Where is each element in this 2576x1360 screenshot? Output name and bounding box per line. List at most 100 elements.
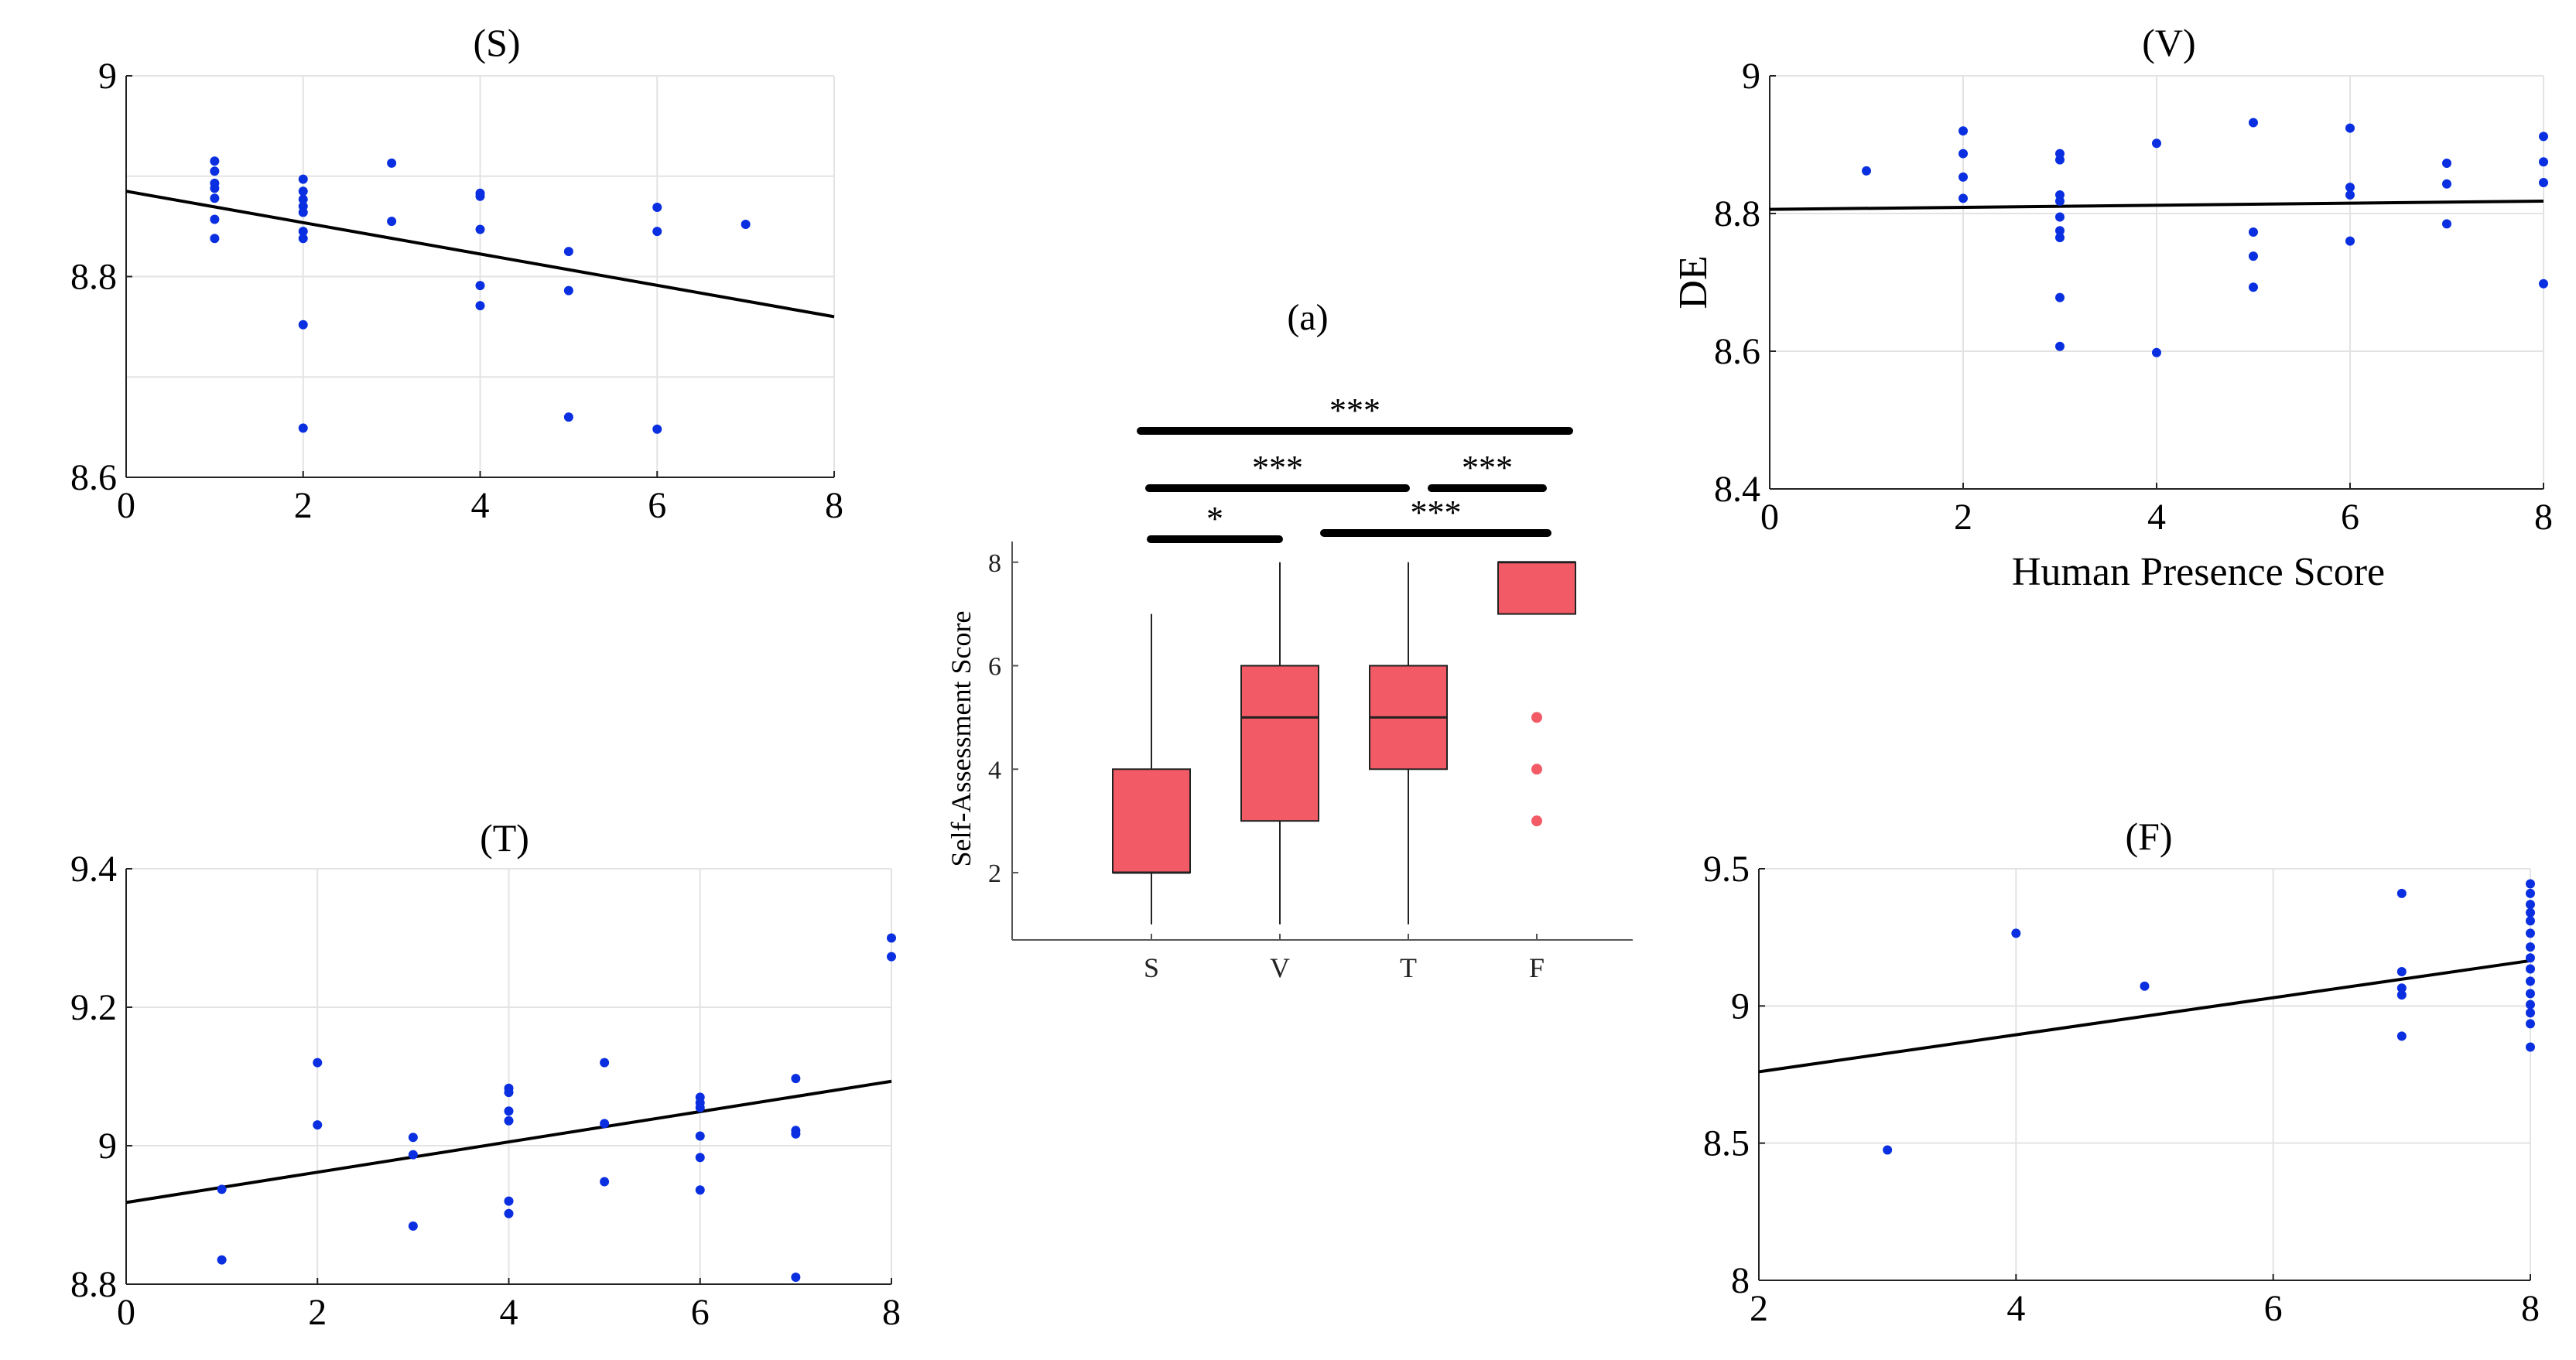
panel-f-point: [2526, 900, 2535, 910]
panel-f-point: [2526, 928, 2535, 938]
panel-t-ytick-label: 9.4: [70, 849, 117, 890]
panel-f-point: [2140, 981, 2150, 991]
panel-v-point: [2055, 212, 2065, 222]
panel-f-point: [2396, 1031, 2407, 1041]
panel-a-ytick-label: 2: [988, 859, 1001, 888]
panel-s-point: [652, 202, 662, 212]
panel-f-point: [2526, 964, 2535, 974]
panel-title-v: (V): [2142, 21, 2195, 64]
panel-v-point: [2152, 347, 2161, 357]
panel-s-point: [298, 174, 308, 184]
panel-f-point: [2011, 928, 2021, 938]
panel-f-point: [2526, 942, 2535, 952]
panel-v-point: [1959, 126, 1968, 136]
panel-t-point: [504, 1196, 514, 1206]
panel-v-xtick-label: 0: [1760, 497, 1779, 538]
panel-t-point: [408, 1133, 418, 1143]
panel-v-point: [2539, 132, 2548, 142]
panel-v-point: [2345, 183, 2355, 193]
panel-t-point: [695, 1185, 705, 1195]
panel-v-point: [2249, 251, 2258, 261]
panel-f-point: [2526, 1008, 2535, 1018]
panel-s-point: [210, 234, 220, 244]
panel-f-xtick-label: 4: [2006, 1288, 2025, 1329]
panel-f-xtick-label: 8: [2521, 1288, 2540, 1329]
panel-s-point: [475, 224, 485, 234]
panel-s-point: [298, 186, 308, 196]
panel-t-point: [695, 1153, 705, 1163]
panel-v-point: [2249, 118, 2258, 128]
panel-a-xtick-label-s: S: [1144, 952, 1159, 983]
panel-s-point: [298, 423, 308, 433]
panel-v-xtick-label: 6: [2341, 497, 2359, 538]
panel-f-point: [2526, 1019, 2535, 1029]
panel-V: (V) Human Presence Score DE 0 2 4 6 8 8.4 8.6 8…: [1671, 21, 2553, 594]
panel-v-ytick-label: 8.4: [1714, 469, 1760, 510]
panel-s-xtick-label: 8: [825, 485, 843, 526]
panel-t-point: [408, 1221, 418, 1231]
panel-v-point: [1959, 149, 1968, 159]
sig-s-t-label: ***: [1252, 449, 1303, 487]
panel-s-point: [652, 424, 662, 434]
box-f-outlier: [1531, 764, 1542, 775]
panel-t-point: [217, 1184, 227, 1194]
panel-f-point: [2396, 983, 2407, 993]
panel-v-point: [2539, 177, 2548, 187]
panel-s-point: [298, 227, 308, 237]
panel-f-point: [2526, 1042, 2535, 1052]
panel-f-point: [2526, 976, 2535, 986]
panel-v-point: [2055, 196, 2065, 206]
panel-t-point: [313, 1058, 323, 1068]
panel-t-ytick-label: 9.2: [70, 987, 117, 1028]
panel-s-point: [298, 207, 308, 217]
box-s-body: [1112, 768, 1191, 874]
panel-t-xtick-label: 8: [882, 1292, 901, 1333]
panel-a-ytick-label: 4: [988, 756, 1001, 784]
panel-s-point: [210, 214, 220, 224]
panel-t-xtick-label: 4: [500, 1292, 518, 1333]
panel-t-point: [313, 1120, 323, 1130]
panel-v-point: [2442, 179, 2451, 189]
panel-t-point: [887, 952, 896, 962]
panel-f-point: [2526, 953, 2535, 963]
sig-s-f-label: ***: [1329, 391, 1380, 429]
panel-s-ytick-label: 8.6: [70, 457, 117, 498]
panel-v-point: [2055, 341, 2065, 351]
panel-v-point: [1862, 166, 1871, 176]
panel-s-point: [210, 166, 220, 176]
panel-t-point: [600, 1058, 610, 1068]
panel-s-point: [298, 194, 308, 204]
panel-v-plot: 0 2 4 6 8 8.4 8.6 8.8 9: [1714, 56, 2553, 538]
panel-s-point: [563, 247, 573, 257]
panel-t-xtick-label: 0: [117, 1292, 135, 1333]
panel-v-ytick-label: 8.6: [1714, 331, 1760, 372]
panel-t-ytick-label: 8.8: [70, 1264, 117, 1305]
panel-v-point: [2539, 278, 2548, 289]
panel-s-point: [475, 301, 485, 311]
panel-T: (T) 0 2 4 6 8 8.8 9 9.2 9.4: [70, 816, 901, 1333]
panel-t-point: [887, 933, 896, 943]
panel-v-point: [2249, 227, 2258, 237]
box-f-outlier: [1531, 815, 1542, 827]
panel-s-xtick-label: 2: [294, 485, 313, 526]
panel-v-point: [2055, 233, 2065, 243]
panel-t-point: [695, 1131, 705, 1141]
panel-t-ytick-label: 9: [98, 1126, 117, 1167]
panel-v-point: [2152, 138, 2161, 149]
panel-t-point: [791, 1129, 801, 1139]
panel-v-point: [2345, 236, 2355, 246]
panel-s-ytick-label: 9: [98, 56, 117, 97]
panel-v-point: [2442, 219, 2451, 229]
panel-s-point: [652, 227, 662, 237]
panel-f-point: [2526, 989, 2535, 999]
panel-v-xtick-label: 8: [2534, 497, 2553, 538]
panel-s-point: [210, 156, 220, 166]
panel-t-point: [600, 1177, 610, 1187]
panel-t-point: [791, 1074, 801, 1084]
panel-s-point: [387, 158, 397, 168]
sig-v-f-label: ***: [1411, 494, 1462, 531]
panel-t-plot: 0 2 4 6 8 8.8 9 9.2 9.4: [70, 849, 901, 1333]
panel-f-point: [2396, 990, 2407, 1000]
